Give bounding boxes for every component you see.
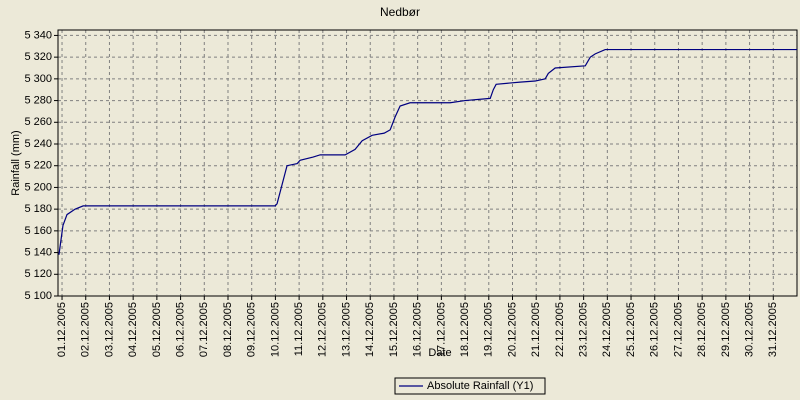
x-tick-label: 10.12.2005 <box>269 302 281 357</box>
x-tick-label: 14.12.2005 <box>364 302 376 357</box>
x-tick-label: 31.12.2005 <box>767 302 779 357</box>
y-tick-label: 5 140 <box>24 246 52 258</box>
x-tick-label: 01.12.2005 <box>56 302 68 357</box>
x-tick-label: 16.12.2005 <box>412 302 424 357</box>
y-tick-label: 5 160 <box>24 225 52 237</box>
x-tick-label: 09.12.2005 <box>246 302 258 357</box>
y-tick-label: 5 220 <box>24 160 52 172</box>
y-tick-label: 5 180 <box>24 203 52 215</box>
x-tick-label: 17.12.2005 <box>435 302 447 357</box>
x-tick-label: 12.12.2005 <box>317 302 329 357</box>
x-tick-label: 03.12.2005 <box>103 302 115 357</box>
x-tick-label: 23.12.2005 <box>578 302 590 357</box>
y-tick-label: 5 240 <box>24 138 52 150</box>
y-tick-label: 5 280 <box>24 94 52 106</box>
x-tick-label: 13.12.2005 <box>340 302 352 357</box>
x-tick-label: 07.12.2005 <box>198 302 210 357</box>
x-tick-label: 20.12.2005 <box>506 302 518 357</box>
y-axis-label: Rainfall (mm) <box>10 130 22 195</box>
legend-label: Absolute Rainfall (Y1) <box>427 380 533 392</box>
x-axis-label: Date <box>428 347 451 359</box>
x-tick-label: 24.12.2005 <box>601 302 613 357</box>
x-tick-label: 18.12.2005 <box>459 302 471 357</box>
x-tick-label: 04.12.2005 <box>127 302 139 357</box>
y-tick-label: 5 100 <box>24 290 52 302</box>
x-tick-label: 29.12.2005 <box>720 302 732 357</box>
y-tick-label: 5 320 <box>24 51 52 63</box>
legend-box <box>394 377 546 395</box>
chart-title: Nedbør <box>380 5 420 19</box>
x-tick-label: 15.12.2005 <box>388 302 400 357</box>
x-tick-label: 26.12.2005 <box>649 302 661 357</box>
y-tick-label: 5 260 <box>24 116 52 128</box>
plot-border <box>57 29 798 297</box>
x-tick-label: 22.12.2005 <box>554 302 566 357</box>
plot-area <box>58 30 797 296</box>
x-tick-label: 25.12.2005 <box>625 302 637 357</box>
x-tick-label: 11.12.2005 <box>293 302 305 356</box>
x-tick-label: 21.12.2005 <box>530 302 542 357</box>
y-tick-label: 5 300 <box>24 73 52 85</box>
x-tick-label: 27.12.2005 <box>672 302 684 357</box>
y-tick-label: 5 340 <box>24 29 52 41</box>
y-tick-label: 5 200 <box>24 181 52 193</box>
x-tick-label: 28.12.2005 <box>696 302 708 357</box>
x-tick-label: 02.12.2005 <box>80 302 92 357</box>
x-tick-label: 30.12.2005 <box>743 302 755 357</box>
x-tick-label: 06.12.2005 <box>174 302 186 357</box>
y-tick-label: 5 120 <box>24 268 52 280</box>
data-line <box>58 48 797 255</box>
x-tick-label: 19.12.2005 <box>483 302 495 357</box>
x-tick-label: 05.12.2005 <box>151 302 163 357</box>
x-tick-label: 08.12.2005 <box>222 302 234 357</box>
